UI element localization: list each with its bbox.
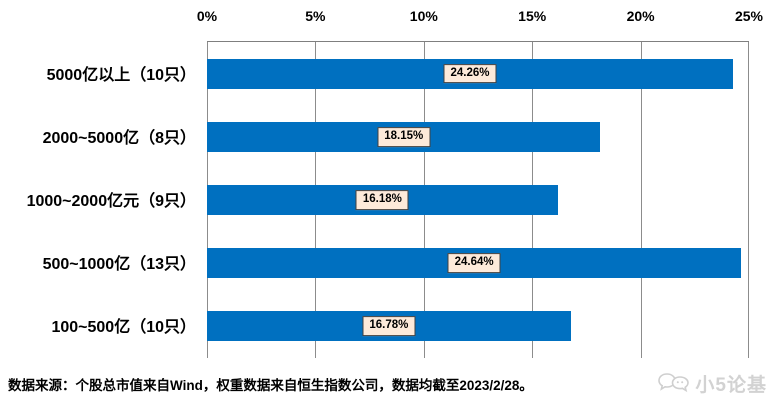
bar-value-label: 16.78%: [362, 316, 416, 337]
category-label: 2000~5000亿（8只）: [42, 129, 196, 147]
x-tick-label: 20%: [626, 8, 655, 24]
plot-area: 24.26% 18.15% 16.18% 24.64% 16.78%: [207, 41, 749, 358]
x-tick-label: 0%: [196, 8, 218, 24]
x-tick-label: 25%: [734, 8, 764, 24]
watermark: 小5论基: [657, 370, 767, 397]
bar-value-label: 16.18%: [355, 190, 409, 210]
category-label: 100~500亿（10只）: [51, 319, 196, 337]
gridline: [640, 42, 642, 358]
bar: 16.18%: [207, 185, 558, 215]
x-tick-label: 15%: [518, 8, 547, 24]
gridline: [748, 42, 749, 358]
bar-value-label: 18.15%: [377, 126, 431, 147]
category-label: 5000亿以上（10只）: [46, 66, 196, 84]
bar: 16.78%: [207, 311, 571, 342]
chat-bubbles-icon: [658, 372, 690, 392]
watermark-text: 小5论基: [695, 375, 767, 396]
bar: 18.15%: [207, 121, 601, 152]
x-tick-label: 10%: [409, 8, 438, 24]
category-label: 1000~2000亿元（9只）: [26, 193, 196, 210]
category-axis: 5000亿以上（10只） 2000~5000亿（8只） 1000~2000亿元（9只…: [0, 41, 196, 357]
x-axis: 0% 5% 10% 15% 20% 25%: [197, 8, 763, 30]
source-note: 数据来源：个股总市值来自Wind，权重数据来自恒生指数公司，数据均截至2023/…: [8, 378, 533, 393]
bar-value-label: 24.64%: [447, 253, 501, 274]
x-tick-label: 5%: [305, 8, 326, 24]
bar: 24.64%: [207, 248, 742, 279]
bar: 24.26%: [207, 58, 733, 89]
category-label: 500~1000亿（13只）: [42, 256, 196, 274]
bar-value-label: 24.26%: [443, 63, 497, 84]
